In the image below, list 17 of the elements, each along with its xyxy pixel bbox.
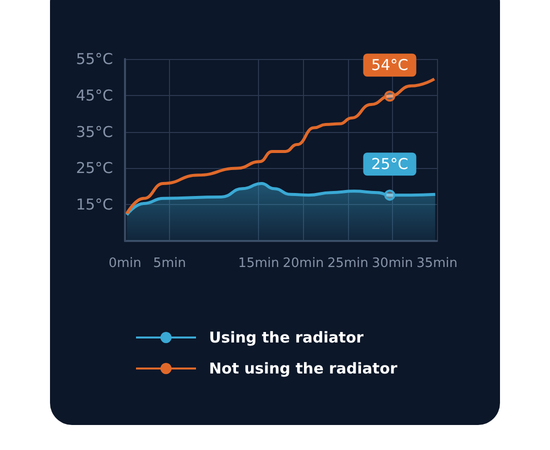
y-tick-label: 45°C	[76, 86, 113, 104]
x-tick-label: 20min	[282, 256, 324, 271]
y-tick-label: 55°C	[76, 50, 113, 68]
y-tick-label: 25°C	[76, 159, 113, 178]
y-tick-label: 35°C	[76, 122, 113, 141]
x-tick-label: 0min	[108, 256, 142, 271]
legend-label: Not using the radiator	[209, 360, 398, 378]
legend-label: Using the radiator	[209, 328, 364, 346]
x-tick-label: 30min	[372, 256, 413, 271]
x-tick-label: 15min	[238, 256, 280, 271]
x-tick-label: 5min	[153, 256, 186, 271]
x-tick-label: 35min	[416, 256, 458, 271]
annotation: 54°C	[371, 56, 408, 74]
y-tick-label: 15°C	[76, 196, 113, 214]
annotation: 25°C	[371, 155, 408, 174]
x-tick-label: 25min	[327, 256, 368, 271]
line-series	[125, 78, 436, 216]
